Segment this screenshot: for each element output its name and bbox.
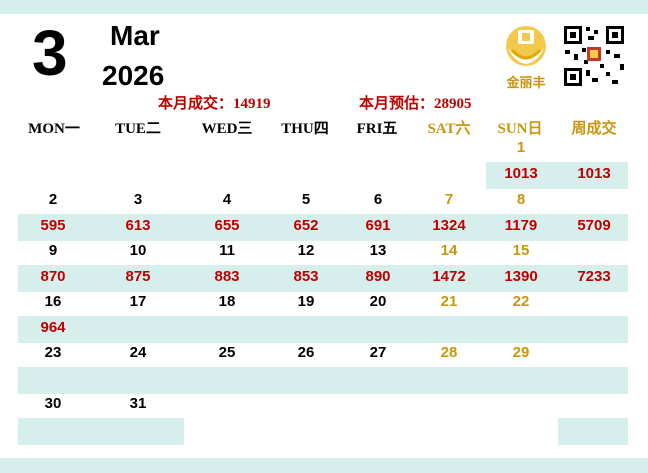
- day-cell[interactable]: 27: [369, 344, 387, 361]
- day-cell[interactable]: 6: [373, 191, 383, 208]
- day-value: 870: [40, 268, 66, 285]
- day-cell[interactable]: 28: [440, 344, 458, 361]
- day-cell[interactable]: 19: [297, 293, 315, 310]
- header-week-total: 周成交: [571, 121, 617, 137]
- weekday-header: WED三: [201, 121, 253, 137]
- day-cell[interactable]: 30: [44, 395, 62, 412]
- coin-logo-icon: [506, 26, 546, 66]
- year: 2026: [102, 60, 165, 91]
- week-total: 5709: [577, 217, 611, 234]
- week-value-band: [486, 162, 628, 189]
- company-logo: 金丽丰: [498, 22, 554, 92]
- week-total: 7233: [577, 268, 611, 285]
- top-band: [0, 0, 648, 14]
- weekday-header: SUN日: [497, 121, 543, 137]
- day-value: 1324: [432, 217, 466, 234]
- day-cell[interactable]: 8: [516, 191, 526, 208]
- day-value: 1472: [432, 268, 466, 285]
- weekday-header: TUE二: [115, 121, 161, 137]
- day-cell[interactable]: 17: [129, 293, 147, 310]
- day-cell[interactable]: 2: [48, 191, 58, 208]
- day-cell[interactable]: 3: [133, 191, 143, 208]
- day-value: 964: [40, 319, 66, 336]
- day-cell[interactable]: 10: [129, 242, 147, 259]
- weekday-header: THU四: [281, 121, 329, 137]
- day-value: 883: [214, 268, 240, 285]
- day-cell[interactable]: 13: [369, 242, 387, 259]
- day-cell[interactable]: 24: [129, 344, 147, 361]
- logo-text: 金丽丰: [506, 75, 546, 90]
- month-name: Mar: [110, 20, 160, 51]
- week-value-band: [18, 316, 628, 343]
- day-cell[interactable]: 12: [297, 242, 315, 259]
- day-number: 3: [32, 17, 68, 89]
- weekday-header: FRI五: [356, 121, 398, 137]
- day-value: 595: [40, 217, 66, 234]
- day-value: 655: [214, 217, 240, 234]
- day-cell[interactable]: 29: [512, 344, 530, 361]
- day-value: 1179: [504, 217, 538, 234]
- day-cell[interactable]: 1: [516, 139, 526, 156]
- month-estimate-summary: 本月预估：28905: [359, 96, 472, 112]
- day-value: 691: [365, 217, 391, 234]
- day-cell[interactable]: 5: [301, 191, 311, 208]
- day-value: 890: [365, 268, 391, 285]
- day-cell[interactable]: 18: [218, 293, 236, 310]
- day-cell[interactable]: 14: [440, 242, 458, 259]
- day-value: 1390: [504, 268, 538, 285]
- weekday-header: MON一: [28, 121, 80, 137]
- day-cell[interactable]: 15: [512, 242, 530, 259]
- day-cell[interactable]: 31: [129, 395, 147, 412]
- week-value-band: [18, 367, 628, 394]
- day-value: 853: [293, 268, 319, 285]
- month-deals-summary: 本月成交：14919: [158, 96, 271, 112]
- week-value-band: [18, 214, 628, 241]
- day-cell[interactable]: 23: [44, 344, 62, 361]
- day-cell[interactable]: 11: [219, 242, 235, 259]
- qr-code: [562, 24, 626, 88]
- day-value: 875: [125, 268, 151, 285]
- weekday-header: SAT六: [427, 121, 471, 137]
- week-total: 1013: [577, 165, 611, 182]
- day-cell[interactable]: 7: [444, 191, 454, 208]
- day-cell[interactable]: 20: [369, 293, 387, 310]
- day-cell[interactable]: 26: [297, 344, 315, 361]
- day-value: 1013: [504, 165, 538, 182]
- day-cell[interactable]: 22: [512, 293, 530, 310]
- day-cell[interactable]: 4: [222, 191, 232, 208]
- day-value: 652: [293, 217, 319, 234]
- day-cell[interactable]: 25: [218, 344, 236, 361]
- bottom-band: [0, 458, 648, 473]
- week-value-band: [558, 418, 628, 445]
- week-value-band: [18, 418, 184, 445]
- week-value-band: [18, 265, 628, 292]
- day-cell[interactable]: 21: [440, 293, 458, 310]
- day-cell[interactable]: 16: [44, 293, 62, 310]
- day-value: 613: [125, 217, 151, 234]
- qr-code-icon: [562, 24, 626, 88]
- day-cell[interactable]: 9: [48, 242, 58, 259]
